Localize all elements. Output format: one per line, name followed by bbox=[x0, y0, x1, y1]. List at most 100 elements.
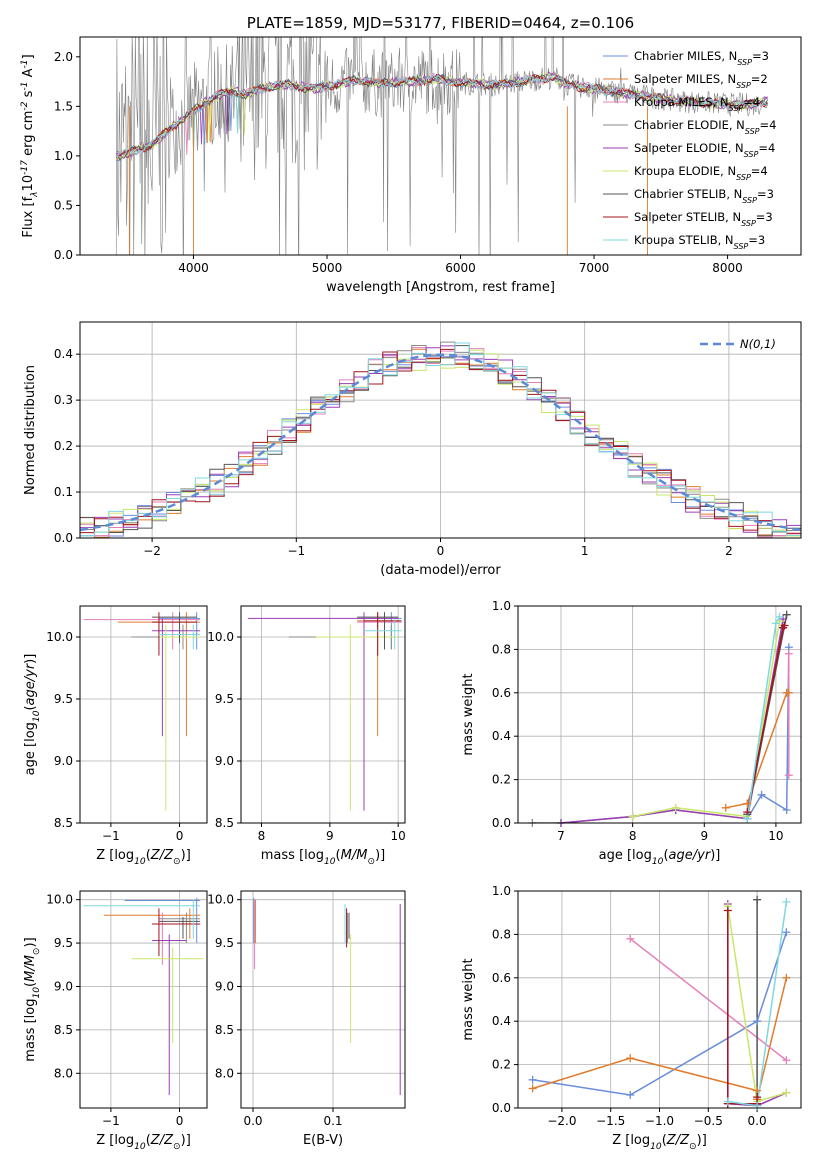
y-tick-label: 0.5 bbox=[54, 198, 73, 212]
y-tick-label: 9.5 bbox=[215, 692, 234, 706]
axes-frame bbox=[79, 321, 802, 539]
x-tick-label: 8 bbox=[258, 829, 266, 843]
legend-label-2: Salpeter MILES, NSSP=2 bbox=[634, 72, 768, 90]
model-spectrum-9 bbox=[115, 73, 768, 159]
plot-area-age-vs-Z bbox=[83, 612, 201, 811]
y-tick-label: 8.0 bbox=[54, 1066, 73, 1080]
axes-frame bbox=[79, 36, 802, 256]
y-tick-label: 0.4 bbox=[492, 1014, 511, 1028]
axes-frame bbox=[517, 890, 802, 1109]
x-tick-label: 9 bbox=[700, 829, 708, 843]
model-spectrum-8 bbox=[115, 73, 768, 158]
y-tick-label: 0.6 bbox=[492, 686, 511, 700]
plot-mass-vs-EBV: 0.0 0.1 8.0 8.5 9.0 9.5 10.0 E(B-V) bbox=[207, 890, 406, 1148]
series-line-3 bbox=[629, 938, 787, 1061]
y-tick-label: 0.4 bbox=[54, 347, 73, 361]
x-tick-label: 4000 bbox=[178, 261, 209, 275]
legend-label-9: Kroupa STELIB, NSSP=3 bbox=[634, 233, 765, 251]
x-tick-label: 8 bbox=[629, 829, 637, 843]
data-point bbox=[743, 814, 752, 823]
y-tick-label: 10.0 bbox=[207, 630, 234, 644]
x-tick-label: 2 bbox=[725, 544, 733, 558]
y-tick-label: 0.2 bbox=[492, 773, 511, 787]
y-axis-label: mass weight bbox=[461, 673, 476, 755]
y-axis-label: mass weight bbox=[461, 958, 476, 1040]
plot-area-mass-vs-EBV bbox=[253, 897, 401, 1095]
y-tick-label: 1.0 bbox=[492, 884, 511, 898]
data-point bbox=[757, 790, 766, 799]
y-tick-label: 0.8 bbox=[492, 927, 511, 941]
x-axis-label: age [log10(age/yr)] bbox=[599, 848, 721, 867]
x-tick-label: −1.5 bbox=[596, 1114, 625, 1128]
data-point bbox=[784, 688, 793, 697]
y-tick-label: 0.0 bbox=[492, 816, 511, 830]
y-tick-label: 9.5 bbox=[54, 936, 73, 950]
data-point bbox=[782, 1056, 791, 1065]
data-point bbox=[771, 619, 780, 628]
x-tick-label: −2.0 bbox=[547, 1114, 576, 1128]
series-line-4 bbox=[532, 627, 784, 823]
y-tick-label: 8.5 bbox=[215, 1023, 234, 1037]
data-point bbox=[671, 803, 680, 812]
y-tick-label: 8.0 bbox=[215, 1066, 234, 1080]
data-point bbox=[528, 1075, 537, 1084]
x-tick-label: 7 bbox=[557, 829, 565, 843]
model-spectrum-4 bbox=[115, 70, 769, 158]
data-point bbox=[528, 1084, 537, 1093]
data-point bbox=[780, 621, 789, 630]
x-tick-label: 0 bbox=[176, 829, 184, 843]
legend-label-8: Salpeter STELIB, NSSP=3 bbox=[634, 210, 773, 228]
x-tick-label: 1 bbox=[581, 544, 589, 558]
y-tick-label: 9.0 bbox=[54, 979, 73, 993]
x-tick-label: −1.0 bbox=[645, 1114, 674, 1128]
x-tick-label: 0.1 bbox=[323, 1114, 342, 1128]
y-tick-label: 8.5 bbox=[54, 816, 73, 830]
data-point bbox=[753, 1093, 762, 1102]
plot-spectrum: 4000 5000 6000 7000 8000 0.0 0.5 1.0 1.5 2.0 wavel… bbox=[20, 14, 802, 295]
x-tick-label: 0.0 bbox=[748, 1114, 767, 1128]
x-tick-label: −1 bbox=[102, 1114, 120, 1128]
x-axis-label: Z [log10(Z/Z⊙)] bbox=[612, 1133, 707, 1152]
normal-curve bbox=[80, 353, 801, 532]
data-point bbox=[782, 928, 791, 937]
x-axis-label: (data-model)/error bbox=[380, 563, 501, 578]
histogram-9 bbox=[80, 342, 801, 537]
data-point bbox=[782, 610, 791, 619]
legend-label-7: Chabrier STELIB, NSSP=3 bbox=[634, 187, 774, 205]
legend-label-5: Salpeter ELODIE, NSSP=4 bbox=[634, 141, 775, 159]
data-point bbox=[753, 1017, 762, 1026]
data-point bbox=[626, 934, 635, 943]
axes-frame bbox=[240, 605, 406, 824]
x-tick-label: 0 bbox=[176, 1114, 184, 1128]
legend-label-1: Chabrier MILES, NSSP=3 bbox=[634, 49, 769, 67]
axes-frame bbox=[517, 605, 802, 824]
axes-frame bbox=[79, 890, 208, 1109]
x-tick-label: 0 bbox=[437, 544, 445, 558]
data-point bbox=[782, 1088, 791, 1097]
x-tick-label: 10 bbox=[391, 829, 406, 843]
legend-label-6: Kroupa ELODIE, NSSP=4 bbox=[634, 164, 768, 182]
y-tick-label: 0.3 bbox=[54, 393, 73, 407]
y-tick-label: 9.5 bbox=[215, 936, 234, 950]
x-axis-label: Z [log10(Z/Z⊙)] bbox=[96, 848, 191, 867]
y-tick-label: 0.1 bbox=[54, 485, 73, 499]
y-tick-label: 0.0 bbox=[54, 531, 73, 545]
plot-area-spectrum bbox=[115, 37, 769, 255]
data-point bbox=[721, 803, 730, 812]
legend-label-3: Kroupa MILES, NSSP=4 bbox=[634, 95, 760, 113]
x-axis-label: Z [log10(Z/Z⊙)] bbox=[96, 1133, 191, 1152]
x-tick-label: 8000 bbox=[712, 261, 743, 275]
y-tick-label: 9.0 bbox=[215, 754, 234, 768]
y-tick-label: 8.5 bbox=[215, 816, 234, 830]
y-tick-label: 1.0 bbox=[492, 599, 511, 613]
plot-mass-vs-Z: −1 0 8.0 8.5 9.0 9.5 10.0 Z [log10(Z/Z⊙)] mass [… bbox=[23, 890, 208, 1152]
y-tick-label: 9.0 bbox=[54, 754, 73, 768]
y-tick-label: 0.8 bbox=[492, 642, 511, 656]
y-axis-label: age [log10(age/yr)] bbox=[23, 654, 42, 776]
x-tick-label: −1 bbox=[102, 829, 120, 843]
data-point bbox=[782, 973, 791, 982]
plot-area-mass-vs-Z bbox=[83, 897, 204, 1095]
series-line-1 bbox=[746, 647, 790, 820]
y-axis-label: mass [log10(M/M⊙)] bbox=[23, 937, 42, 1061]
